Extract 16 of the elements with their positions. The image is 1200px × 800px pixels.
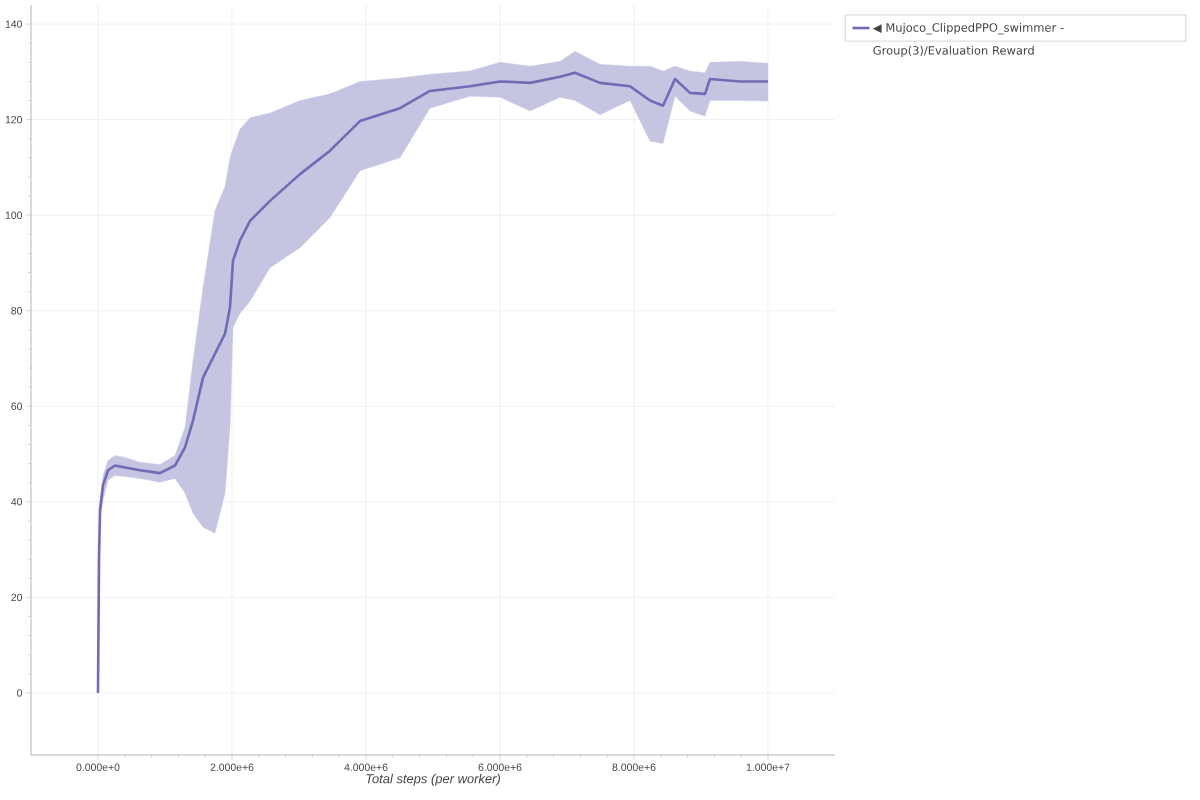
legend-label: ◀ Mujoco_ClippedPPO_swimmer - Group(3)/Evaluation Reward	[872, 22, 1064, 57]
y-tick-label: 140	[5, 20, 23, 28]
y-tick-label: 40	[11, 498, 23, 506]
x-tick-label: 0.000e+0	[76, 763, 120, 771]
x-tick-label: 8.000e+6	[612, 763, 656, 771]
x-tick-label: 6.000e+6	[478, 763, 522, 771]
x-tick-label: 1.000e+7	[746, 763, 790, 771]
y-tick-label: 120	[5, 115, 23, 124]
y-tick-label: 60	[11, 402, 23, 410]
x-tick-label: 2.000e+6	[210, 763, 254, 771]
y-tick-label: 80	[11, 307, 23, 315]
y-tick-label: 20	[11, 593, 23, 602]
x-tick-label: 4.000e+6	[344, 763, 388, 771]
y-tick-label: 0	[17, 689, 23, 697]
x-axis-title: Total steps (per worker)	[366, 773, 500, 786]
y-tick-label: 100	[5, 211, 23, 219]
